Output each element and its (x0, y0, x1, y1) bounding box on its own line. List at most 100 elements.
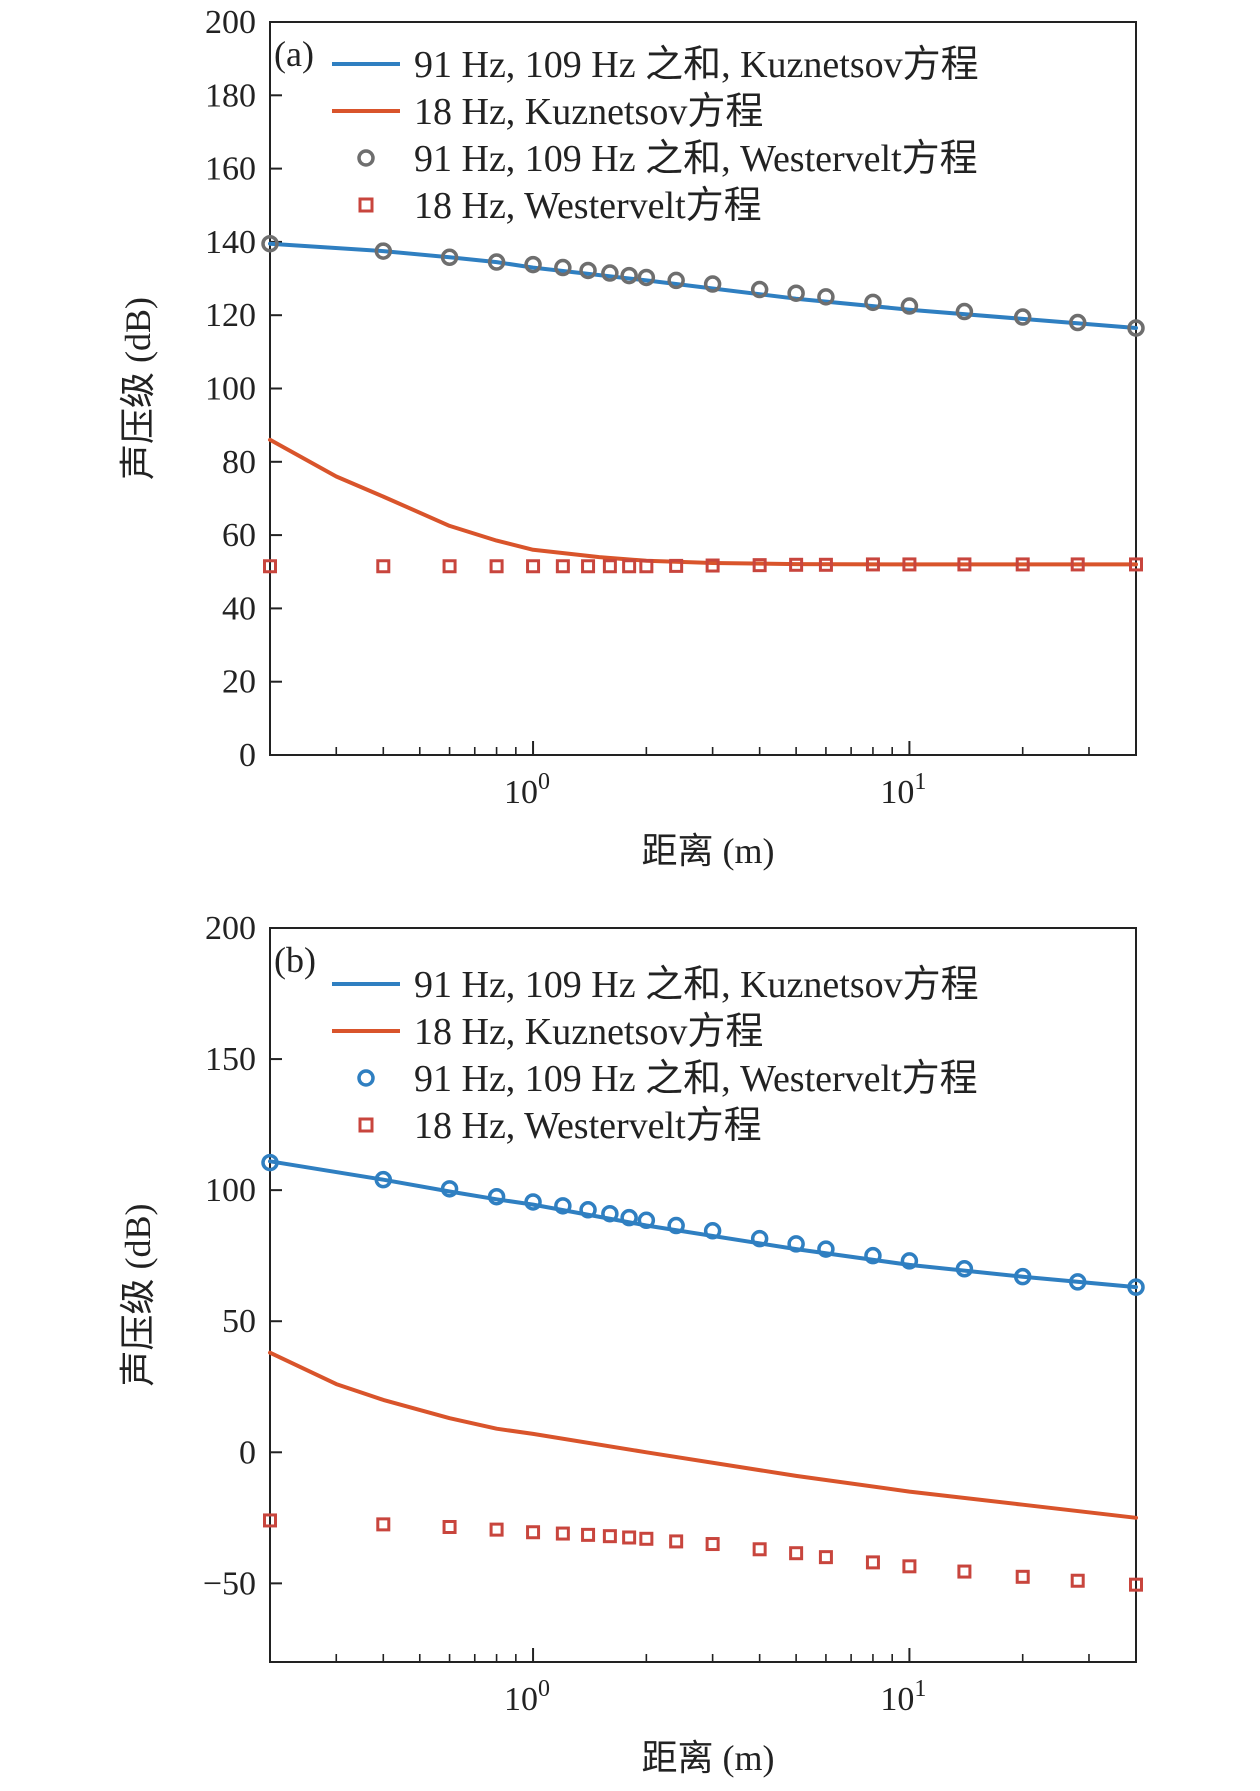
legend-entry: 91 Hz, 109 Hz 之和, Westervelt方程 (414, 1058, 978, 1100)
data-point-square (705, 1537, 720, 1552)
data-point-circle (601, 264, 619, 282)
y-tick-label: 160 (205, 151, 256, 188)
data-point-circle (524, 255, 542, 274)
y-tick-label: 40 (222, 590, 256, 627)
x-tick-label: 100 (504, 1676, 550, 1718)
data-point-circle (554, 1197, 572, 1215)
data-point-square (1070, 557, 1085, 572)
x-axis-title: 距离 (m) (642, 1738, 775, 1778)
data-point-square (581, 1527, 596, 1542)
data-point-circle (374, 1170, 393, 1189)
legend-circle-swatch (357, 1069, 375, 1087)
data-point-square (865, 1555, 880, 1570)
data-point-square (602, 1529, 617, 1544)
data-point-circle (787, 1235, 805, 1253)
y-tick-label: 0 (239, 737, 256, 774)
data-point-circle (787, 284, 805, 302)
data-point-square (555, 559, 570, 574)
data-point-square (902, 1559, 917, 1574)
legend-entry: 91 Hz, 109 Hz 之和, Kuznetsov方程 (414, 964, 979, 1006)
x-axis-title: 距离 (m) (642, 831, 775, 871)
series-line-1 (268, 1350, 1138, 1520)
y-tick-label: 140 (205, 224, 256, 261)
y-tick-label: 50 (222, 1303, 256, 1340)
data-point-square (705, 558, 720, 573)
series-line-1 (268, 437, 1138, 567)
legend-circle-swatch (357, 149, 375, 167)
series-line-0 (268, 1159, 1138, 1290)
data-point-circle (1127, 1278, 1145, 1296)
data-point-circle (487, 1187, 506, 1206)
y-axis-title: 声压级 (dB) (118, 297, 158, 480)
data-point-circle (637, 268, 656, 287)
data-point-square (489, 1522, 504, 1537)
data-point-square (263, 559, 277, 574)
data-point-circle (703, 1222, 722, 1240)
legend-entry: 18 Hz, Kuznetsov方程 (414, 91, 763, 133)
data-point-circle (261, 234, 279, 253)
y-tick-label: 0 (239, 1434, 256, 1471)
y-tick-label: −50 (203, 1565, 256, 1602)
data-point-square (376, 559, 391, 574)
y-tick-label: 180 (205, 77, 256, 114)
data-point-circle (703, 275, 722, 293)
data-point-square (1129, 557, 1143, 572)
data-point-square (1070, 1573, 1085, 1588)
data-point-square (622, 559, 637, 574)
data-point-square (442, 1519, 457, 1534)
data-point-square (526, 1525, 541, 1540)
data-point-circle (1013, 1267, 1032, 1286)
data-point-circle (900, 1252, 919, 1270)
legend-entry: 18 Hz, Westervelt方程 (414, 185, 762, 227)
data-point-square (639, 1531, 654, 1546)
chart-panel-b: −50 0 50 100 150 200 100 101 距离 (m) 声压级 (dB) (b) 91… (118, 910, 1145, 1778)
data-point-circle (637, 1211, 656, 1230)
data-point-square (669, 1534, 684, 1549)
chart-panel-a: 0 20 40 60 80 100 120 140 160 180 200 100 101 距离 (m) 声… (118, 4, 1145, 871)
data-point-circle (864, 1246, 882, 1265)
data-point-square (818, 557, 833, 572)
data-point-square (1015, 557, 1030, 572)
panel-label: (a) (274, 34, 314, 74)
data-point-circle (374, 242, 393, 260)
data-point-circle (1068, 1273, 1087, 1291)
data-point-circle (667, 1216, 685, 1235)
data-point-square (555, 1526, 570, 1541)
data-point-square (263, 1513, 277, 1528)
panel-label: (b) (274, 940, 316, 980)
data-point-circle (750, 1229, 769, 1248)
data-point-square (669, 558, 684, 573)
data-point-circle (524, 1193, 542, 1211)
x-tick-label: 101 (880, 769, 926, 811)
y-tick-label: 60 (222, 517, 256, 554)
data-point-circle (440, 248, 459, 267)
data-point-circle (667, 271, 685, 290)
y-tick-label: 100 (205, 371, 256, 408)
data-point-circle (900, 297, 919, 315)
data-point-square (581, 559, 596, 574)
data-point-circle (864, 293, 882, 312)
data-point-circle (601, 1204, 619, 1223)
data-point-square (442, 559, 457, 574)
data-point-circle (955, 1260, 974, 1278)
data-point-circle (955, 302, 974, 321)
legend-square-swatch (358, 1117, 374, 1133)
data-point-circle (1127, 319, 1145, 337)
y-tick-label: 100 (205, 1172, 256, 1209)
data-point-square (1129, 1577, 1143, 1592)
data-point-square (789, 1546, 804, 1561)
data-point-square (902, 557, 917, 572)
data-point-circle (554, 258, 572, 277)
data-point-circle (261, 1153, 279, 1172)
legend-entry: 18 Hz, Kuznetsov方程 (414, 1011, 763, 1053)
data-point-square (602, 559, 617, 574)
data-point-circle (817, 288, 835, 306)
data-point-square (789, 557, 804, 572)
legend-square-swatch (358, 197, 374, 213)
y-tick-label: 120 (205, 297, 256, 334)
x-tick-label: 101 (880, 1676, 926, 1718)
series-line-0 (268, 241, 1138, 330)
y-tick-label: 150 (205, 1041, 256, 1078)
legend-entry: 91 Hz, 109 Hz 之和, Kuznetsov方程 (414, 44, 979, 86)
